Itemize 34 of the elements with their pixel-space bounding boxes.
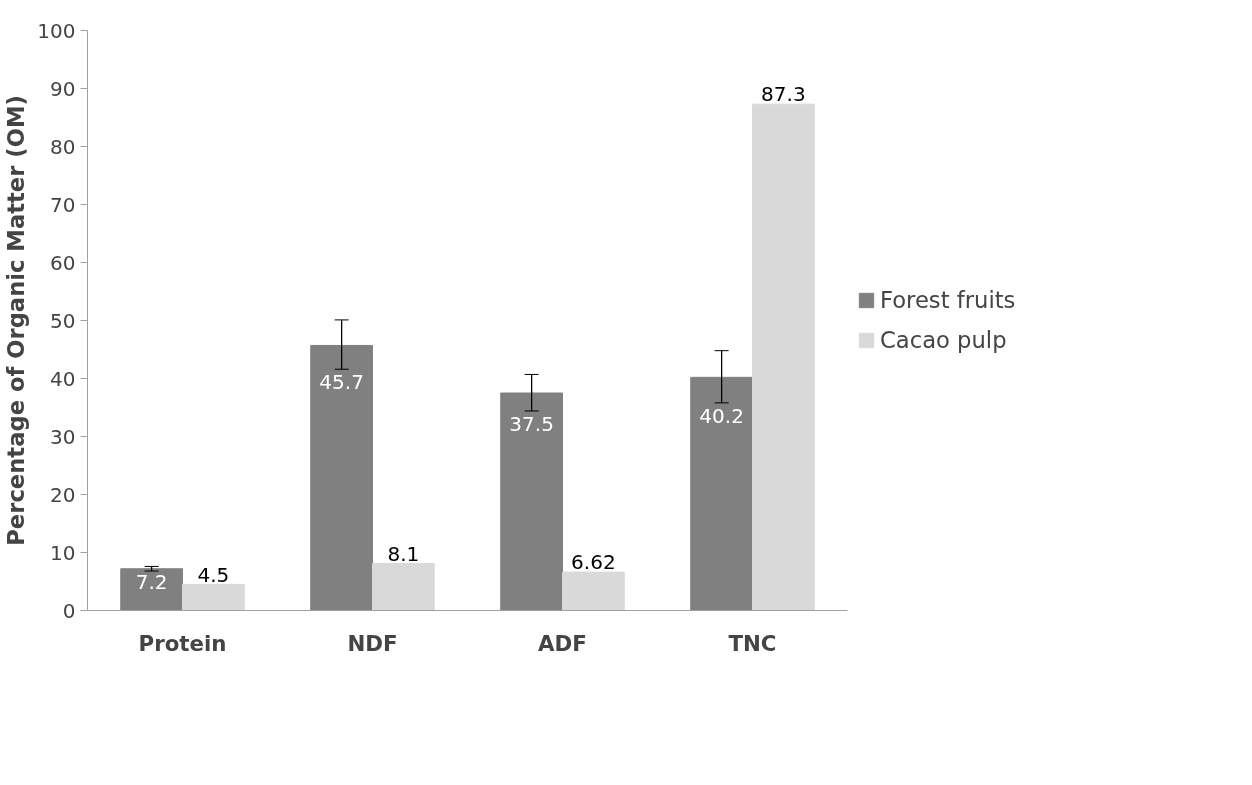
y-tick-label: 20 [50,482,76,507]
bar [372,563,435,611]
x-tick-label: NDF [347,630,398,656]
data-label: 7.2 [135,569,168,594]
y-tick-label: 10 [50,540,76,565]
x-tick-label: ADF [538,630,587,656]
y-tick-label: 90 [50,76,76,101]
y-tick-label: 40 [50,366,76,391]
data-label: 40.2 [699,403,744,428]
data-label: 6.62 [571,550,616,575]
data-label: 4.5 [197,562,230,587]
y-tick-label: 0 [62,598,76,623]
legend-label: Cacao pulp [880,327,1007,353]
bar [182,583,245,611]
data-label: 87.3 [761,82,806,107]
bar [120,568,183,611]
y-tick-label: 50 [50,308,76,333]
data-label: 37.5 [509,411,554,436]
y-tick-label: 100 [37,18,76,43]
data-label: 45.7 [319,370,364,395]
data-label: 8.1 [387,541,420,566]
legend-label: Forest fruits [880,287,1016,313]
y-tick-label: 70 [50,192,76,217]
x-tick-label: Protein [138,630,227,656]
bar [562,571,625,611]
bar [310,344,373,611]
x-tick-label: TNC [728,630,777,656]
bar [752,103,815,611]
y-axis-title: Percentage of Organic Matter (OM) [3,95,30,546]
y-tick-label: 30 [50,424,76,449]
bar [690,376,753,611]
bar [500,392,563,611]
y-tick-label: 80 [50,134,76,159]
y-tick-label: 60 [50,250,76,275]
